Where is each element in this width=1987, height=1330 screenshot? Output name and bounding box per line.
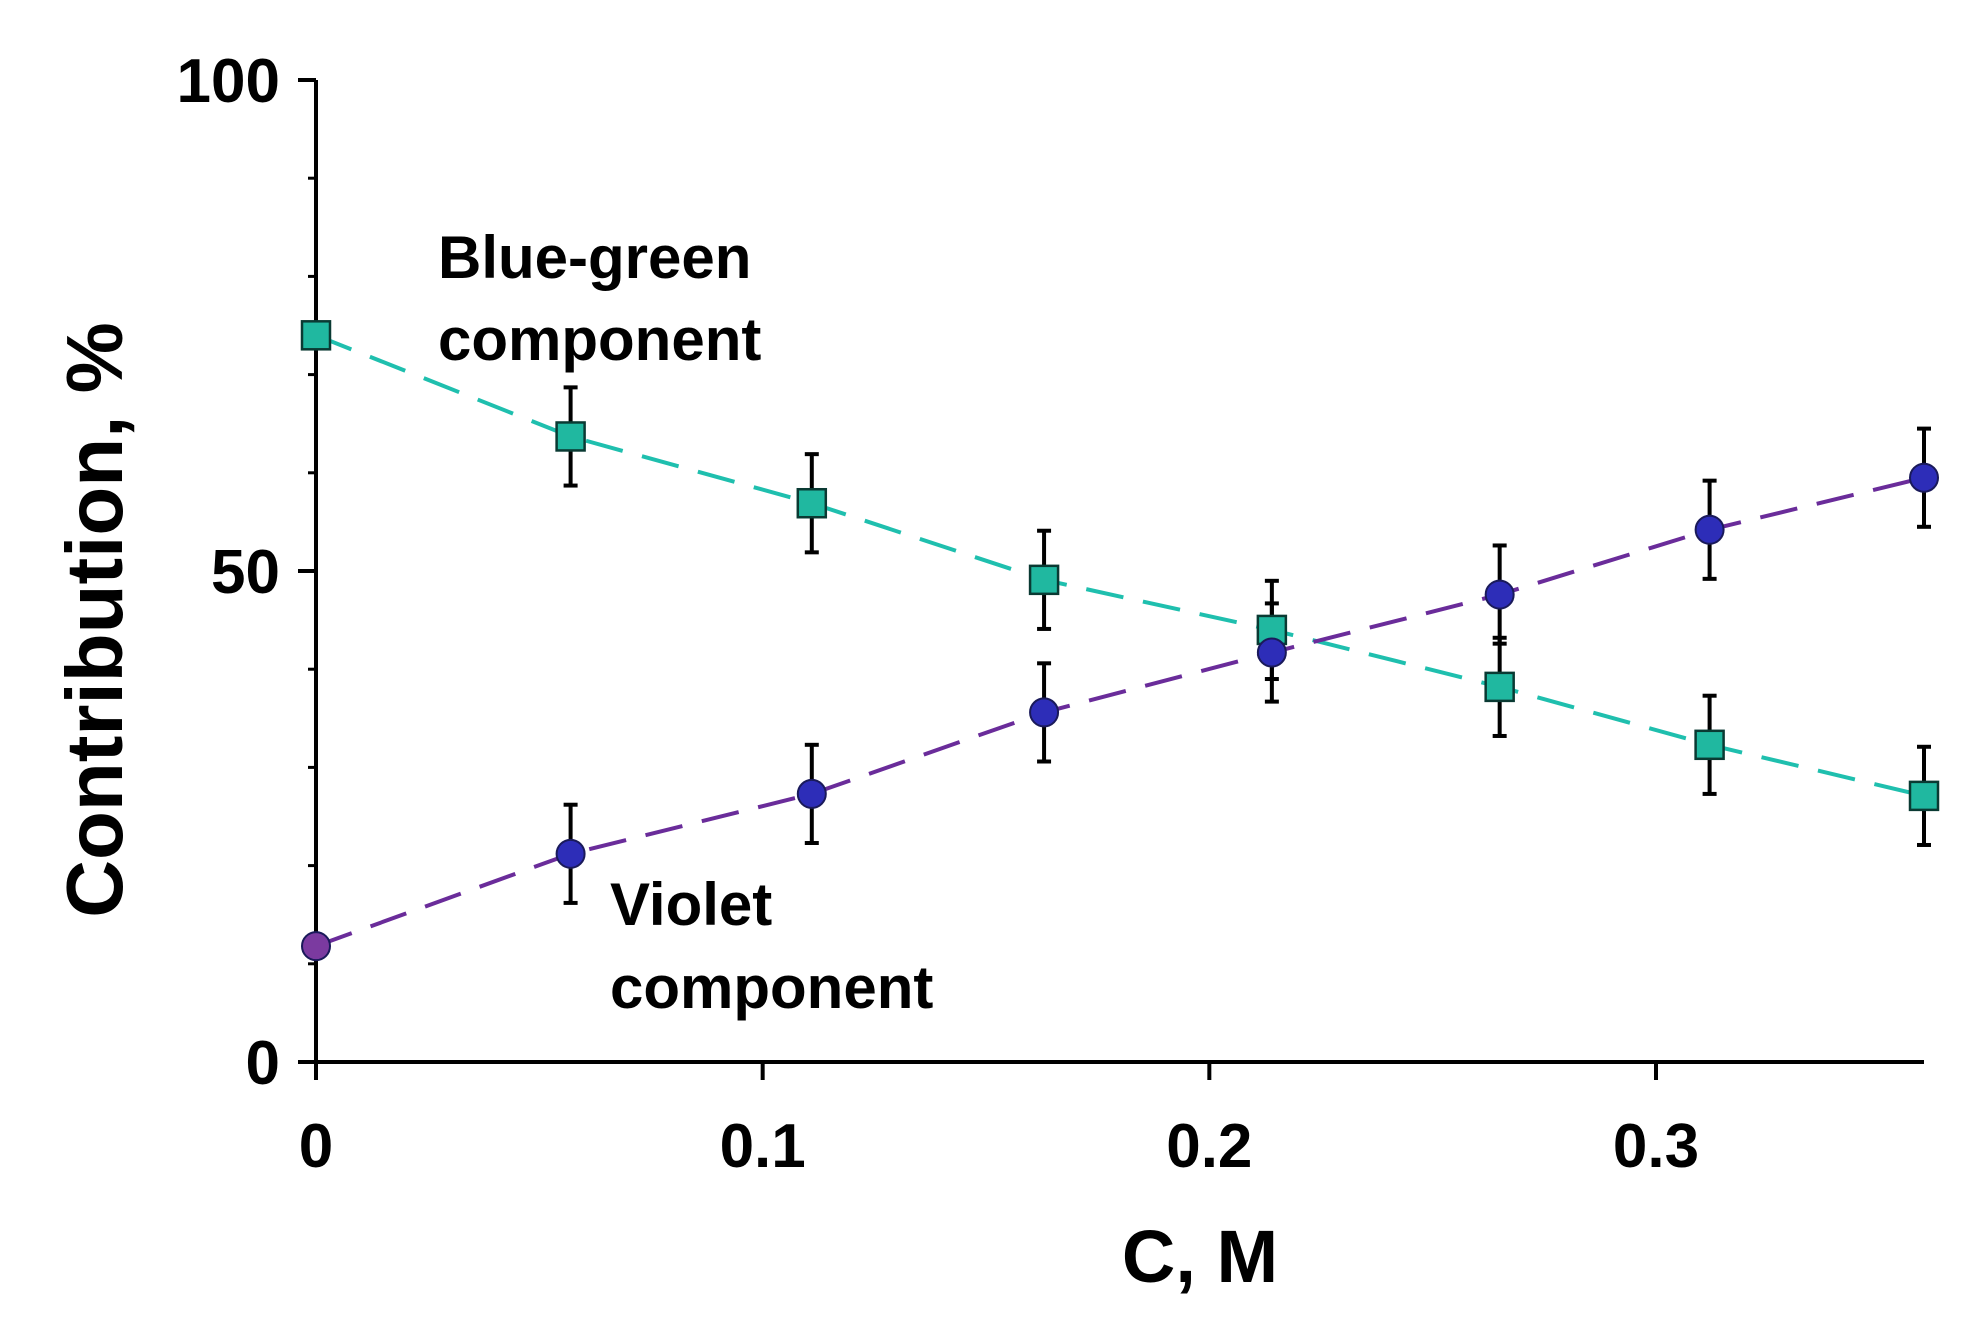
legend-label-blue-green-line1: Blue-green [438, 224, 751, 291]
x-tick-label: 0.3 [1613, 1112, 1699, 1181]
data-point-violet [1909, 462, 1939, 493]
error-bars [563, 385, 1931, 905]
data-point-violet [796, 778, 827, 809]
data-point-blue-green [796, 487, 828, 519]
data-point-violet [1256, 637, 1287, 668]
series-lines [315, 333, 1925, 949]
x-axis-title: C, M [1122, 1215, 1278, 1298]
data-point-blue-green [1256, 614, 1288, 646]
data-point-blue-green [555, 421, 586, 452]
data-point-violet [1484, 579, 1515, 610]
data-point-violet [1029, 697, 1060, 728]
data-point-blue-green [1908, 780, 1940, 812]
data-point-blue-green [1028, 564, 1060, 596]
y-tick-label: 0 [246, 1029, 280, 1098]
data-point-violet [301, 931, 331, 962]
legend-label-violet-line2: component [610, 954, 933, 1021]
x-tick-label: 0.1 [720, 1112, 806, 1181]
data-point-blue-green [300, 320, 332, 351]
data-point-blue-green [1694, 729, 1725, 761]
data-point-violet [555, 838, 586, 869]
text-labels: Contribution, % C, M Blue-green componen… [50, 224, 1278, 1298]
series-line-blue-green [315, 333, 1925, 798]
data-markers [300, 320, 1940, 962]
x-tick-label: 0 [299, 1112, 333, 1181]
legend-label-violet-line1: Violet [610, 871, 772, 938]
y-tick-label: 100 [177, 47, 280, 116]
axes: 0 50 100 0 0.1 0.2 0.3 [177, 47, 1924, 1181]
y-axis-title: Contribution, % [50, 322, 139, 917]
x-tick-label: 0.2 [1166, 1112, 1252, 1181]
series-line-violet [315, 475, 1925, 949]
legend-label-blue-green-line2: component [438, 306, 761, 373]
data-point-violet [1694, 514, 1725, 545]
data-point-blue-green [1484, 671, 1515, 703]
y-tick-label: 50 [211, 538, 280, 607]
